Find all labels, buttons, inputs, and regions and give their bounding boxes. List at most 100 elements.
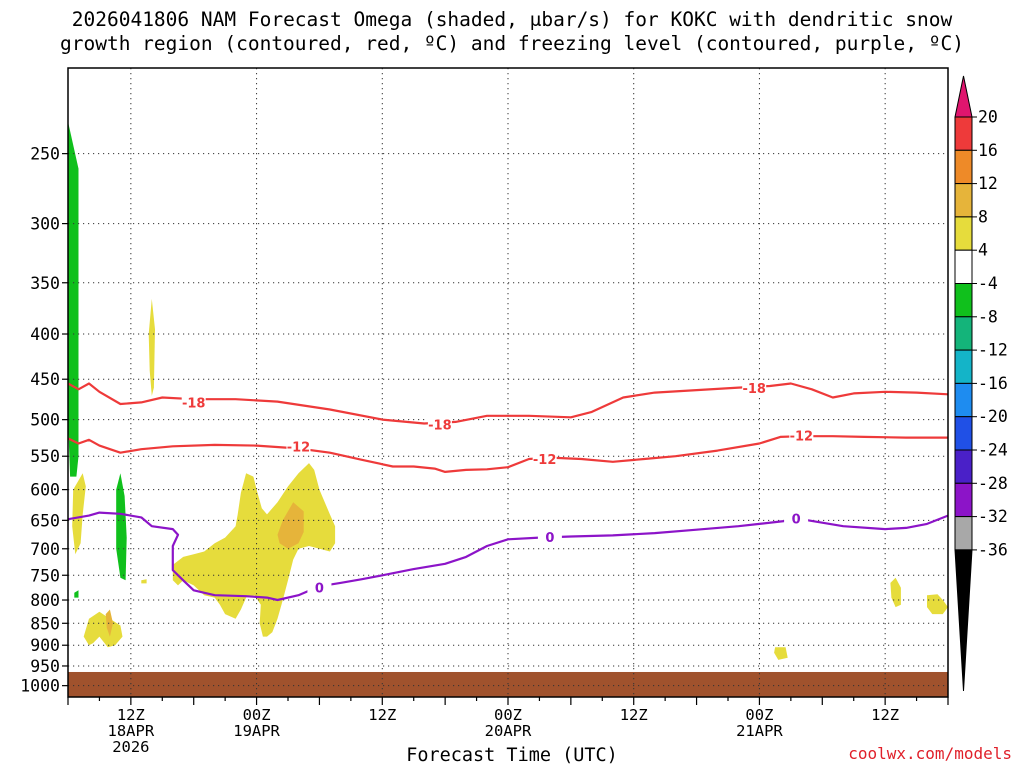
terrain-shading bbox=[68, 671, 948, 697]
colorbar-box-8 bbox=[954, 349, 973, 384]
contour-label-bg-4 bbox=[532, 451, 557, 468]
contour-label-bg-6 bbox=[307, 579, 332, 596]
omega-area-8 bbox=[890, 577, 901, 608]
x-tick-label-78-0: 12Z bbox=[871, 706, 899, 724]
y-tick-label-250: 250 bbox=[30, 145, 60, 164]
contour-label-bg-0 bbox=[181, 395, 206, 412]
colorbar-label-10: -24 bbox=[978, 441, 1008, 460]
colorbar-box-11 bbox=[954, 449, 973, 484]
contour-label-0: -18 bbox=[182, 397, 206, 412]
colorbar-box-12 bbox=[954, 482, 973, 518]
contour-label-1: -18 bbox=[428, 418, 452, 433]
colorbar-box-9 bbox=[954, 382, 973, 418]
x-tick-label-6-2: 2026 bbox=[112, 738, 149, 756]
omega-area-5 bbox=[83, 611, 123, 648]
contour-label-5: -12 bbox=[790, 430, 814, 445]
y-tick-label-700: 700 bbox=[30, 540, 60, 559]
colorbar-label-7: -12 bbox=[978, 341, 1008, 360]
x-tick-label-18-1: 19APR bbox=[233, 722, 280, 740]
colorbar-label-3: 8 bbox=[978, 207, 988, 226]
y-tick-label-900: 900 bbox=[30, 636, 60, 655]
colorbar-box-7 bbox=[954, 316, 973, 351]
colorbar-label-1: 16 bbox=[978, 141, 998, 160]
colorbar-box-4 bbox=[954, 216, 973, 251]
y-tick-label-1000: 1000 bbox=[20, 677, 60, 696]
omega-area-10 bbox=[774, 647, 788, 660]
x-tick-label-54-0: 12Z bbox=[620, 706, 648, 724]
contour-label-2: -18 bbox=[742, 382, 766, 397]
terrain-band bbox=[68, 671, 948, 697]
colorbar-box-5 bbox=[954, 249, 973, 284]
colorbar-label-6: -8 bbox=[978, 307, 998, 326]
contour-label-7: 0 bbox=[545, 531, 554, 546]
contour-line--12-1 bbox=[68, 435, 948, 473]
omega-area-0 bbox=[68, 121, 79, 477]
chart-title-line2: growth region (contoured, red, ºC) and f… bbox=[60, 32, 964, 55]
omega-area-2 bbox=[74, 590, 79, 598]
plot-frame bbox=[67, 67, 949, 698]
x-tick-label-42-1: 20APR bbox=[485, 722, 532, 740]
colorbar-box-2 bbox=[954, 149, 973, 185]
x-tick-label-6-1: 18APR bbox=[108, 722, 155, 740]
colorbar-box-13 bbox=[954, 516, 973, 551]
chart-title-line1: 2026041806 NAM Forecast Omega (shaded, μ… bbox=[71, 8, 953, 31]
omega-area-1 bbox=[116, 473, 127, 581]
x-axis-label: Forecast Time (UTC) bbox=[406, 745, 618, 766]
x-tick-label-6-0: 12Z bbox=[117, 706, 145, 724]
contour-label-4: -12 bbox=[533, 453, 557, 468]
omega-shading bbox=[68, 121, 948, 660]
colorbar-label-4: 4 bbox=[978, 241, 988, 260]
y-tick-label-750: 750 bbox=[30, 566, 60, 585]
omega-area-9 bbox=[927, 594, 948, 615]
y-tick-label-950: 950 bbox=[30, 657, 60, 676]
chart-title: 2026041806 NAM Forecast Omega (shaded, μ… bbox=[0, 8, 1024, 56]
contour-line--18-0 bbox=[68, 382, 948, 425]
colorbar-box-1 bbox=[954, 116, 973, 151]
y-tick-label-800: 800 bbox=[30, 591, 60, 610]
contour-label-bg-7 bbox=[537, 529, 562, 546]
contour-label-bg-2 bbox=[742, 380, 767, 397]
colorbar-bottom-arrow bbox=[954, 549, 973, 692]
contour-label-bg-1 bbox=[427, 416, 452, 433]
x-tick-label-66-0: 00Z bbox=[745, 706, 773, 724]
colorbar-top-arrow bbox=[954, 75, 973, 118]
y-tick-label-450: 450 bbox=[30, 370, 60, 389]
y-tick-label-600: 600 bbox=[30, 481, 60, 500]
contour-lines bbox=[68, 382, 948, 602]
colorbar-box-10 bbox=[954, 416, 973, 451]
credit-text: coolwx.com/models bbox=[848, 744, 1012, 763]
colorbar-label-12: -32 bbox=[978, 507, 1008, 526]
x-tick-label-66-1: 21APR bbox=[736, 722, 783, 740]
x-tick-label-42-0: 00Z bbox=[494, 706, 522, 724]
y-tick-label-550: 550 bbox=[30, 447, 60, 466]
y-tick-label-500: 500 bbox=[30, 411, 60, 430]
colorbar-label-2: 12 bbox=[978, 174, 998, 193]
colorbar-label-5: -4 bbox=[978, 274, 998, 293]
contour-label-bg-8 bbox=[784, 511, 809, 528]
omega-area-12 bbox=[105, 609, 113, 637]
contour-label-6: 0 bbox=[315, 581, 324, 596]
contour-labels: -18 -18 -18 -12 -12 -12 0 0 0 bbox=[181, 380, 814, 596]
omega-area-7 bbox=[141, 579, 147, 584]
x-tick-label-30-0: 12Z bbox=[368, 706, 396, 724]
contour-label-8: 0 bbox=[792, 513, 801, 528]
contour-label-3: -12 bbox=[287, 441, 311, 456]
contour-label-bg-5 bbox=[789, 428, 814, 445]
x-tick-label-18-0: 00Z bbox=[243, 706, 271, 724]
omega-area-4 bbox=[148, 298, 155, 396]
colorbar: 20 16 12 8 4 -4 -8 -12 -16 -20 -24 -28 -32 -36 bbox=[954, 75, 1008, 692]
colorbar-label-11: -28 bbox=[978, 474, 1008, 493]
colorbar-label-9: -20 bbox=[978, 407, 1008, 426]
grid-lines bbox=[68, 68, 948, 697]
y-tick-label-850: 850 bbox=[30, 614, 60, 633]
y-tick-label-400: 400 bbox=[30, 325, 60, 344]
colorbar-label-13: -36 bbox=[978, 540, 1008, 559]
y-tick-label-350: 350 bbox=[30, 274, 60, 293]
contour-label-bg-3 bbox=[286, 439, 311, 456]
omega-area-11 bbox=[277, 502, 304, 549]
omega-area-3 bbox=[72, 473, 86, 555]
contour-line-0-2 bbox=[68, 511, 948, 602]
y-axis: 250 300 350 400 450 500 550 600 650 700 750 800 850 9… bbox=[20, 145, 68, 696]
